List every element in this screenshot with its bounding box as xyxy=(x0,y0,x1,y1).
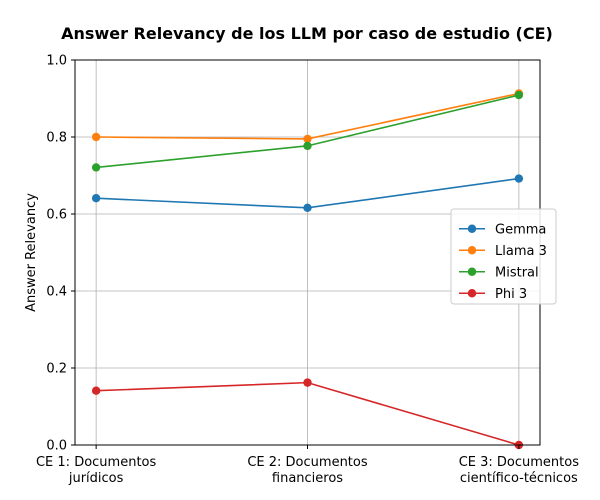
legend-label: Phi 3 xyxy=(495,287,527,302)
data-point xyxy=(303,141,312,151)
x-tick-label: CE 1: Documentos xyxy=(36,455,157,470)
legend-label: Llama 3 xyxy=(495,244,547,259)
y-tick-label: 0.2 xyxy=(46,362,67,377)
x-tick-label: financieros xyxy=(272,471,343,486)
data-point xyxy=(91,386,101,395)
y-tick-label: 0.8 xyxy=(46,131,67,146)
x-tick-label: jurídicos xyxy=(68,471,124,486)
y-tick-label: 0.0 xyxy=(46,439,67,454)
data-point xyxy=(303,134,312,144)
y-axis-label: Answer Relevancy xyxy=(24,193,39,312)
legend-swatch-marker xyxy=(467,267,477,276)
y-tick-label: 0.6 xyxy=(46,208,67,223)
legend-swatch-marker xyxy=(467,246,477,255)
data-point xyxy=(514,90,524,100)
data-point xyxy=(514,174,524,183)
legend-swatch-marker xyxy=(467,289,477,298)
y-tick-label: 1.0 xyxy=(46,54,67,69)
y-axis: 0.0 0.2 0.4 0.6 0.8 1.0 xyxy=(46,54,75,454)
data-point xyxy=(303,203,312,213)
legend-swatch-marker xyxy=(467,224,477,233)
y-tick-label: 0.4 xyxy=(46,285,67,300)
data-point xyxy=(91,163,101,172)
legend-label: Mistral xyxy=(495,265,539,280)
x-tick-label: CE 3: Documentos xyxy=(459,455,580,470)
data-point xyxy=(91,194,101,203)
legend-box xyxy=(450,208,557,305)
chart-title: Answer Relevancy de los LLM por caso de … xyxy=(61,24,553,43)
data-point xyxy=(303,378,312,387)
x-tick-label: científico-técnicos xyxy=(460,471,578,486)
series-group xyxy=(91,89,524,450)
legend: Gemma Llama 3 Mistral Phi 3 xyxy=(450,208,557,305)
data-point xyxy=(91,132,101,142)
legend-label: Gemma xyxy=(495,222,546,237)
x-tick-label: CE 2: Documentos xyxy=(247,455,368,470)
